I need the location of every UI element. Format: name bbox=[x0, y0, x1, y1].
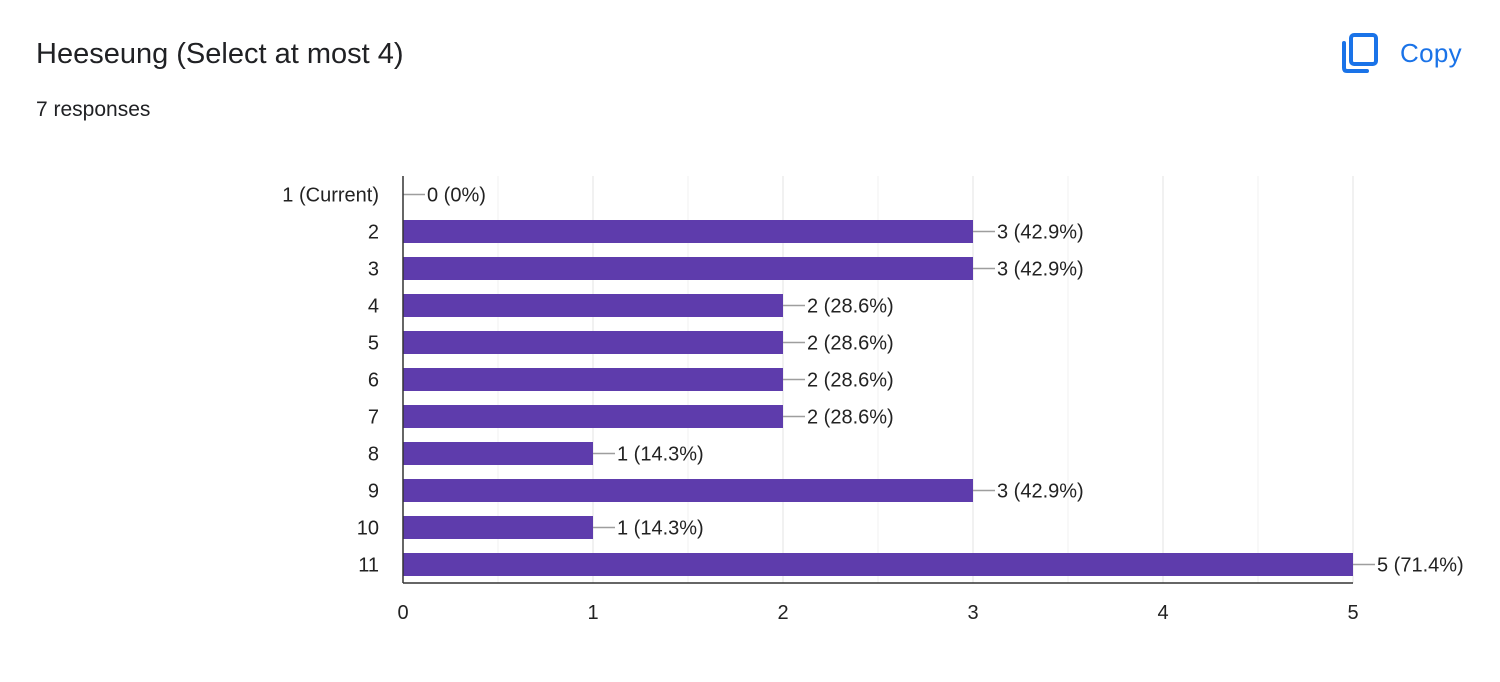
bar bbox=[403, 405, 783, 428]
response-count: 7 responses bbox=[36, 98, 151, 121]
category-label: 9 bbox=[368, 481, 379, 503]
category-label: 4 bbox=[368, 296, 379, 318]
category-label: 5 bbox=[368, 333, 379, 355]
bar bbox=[403, 516, 593, 539]
copy-button[interactable]: Copy bbox=[1330, 28, 1472, 78]
data-label: 3 (42.9%) bbox=[997, 259, 1084, 281]
bar bbox=[403, 479, 973, 502]
bar bbox=[403, 220, 973, 243]
data-label: 2 (28.6%) bbox=[807, 370, 894, 392]
copy-button-label: Copy bbox=[1400, 37, 1462, 68]
x-tick-label: 2 bbox=[777, 602, 788, 624]
x-tick-label: 3 bbox=[967, 602, 978, 624]
data-label: 2 (28.6%) bbox=[807, 296, 894, 318]
category-label: 1 (Current) bbox=[282, 185, 379, 207]
bar bbox=[403, 294, 783, 317]
bar bbox=[403, 257, 973, 280]
category-label: 10 bbox=[357, 518, 379, 540]
data-label: 1 (14.3%) bbox=[617, 518, 704, 540]
category-label: 6 bbox=[368, 370, 379, 392]
data-label: 1 (14.3%) bbox=[617, 444, 704, 466]
data-label: 2 (28.6%) bbox=[807, 333, 894, 355]
category-label: 2 bbox=[368, 222, 379, 244]
x-tick-label: 0 bbox=[397, 602, 408, 624]
category-label: 11 bbox=[358, 555, 379, 577]
category-label: 3 bbox=[368, 259, 379, 281]
data-label: 3 (42.9%) bbox=[997, 222, 1084, 244]
data-label: 3 (42.9%) bbox=[997, 481, 1084, 503]
x-tick-label: 4 bbox=[1157, 602, 1168, 624]
data-label: 5 (71.4%) bbox=[1377, 555, 1464, 577]
bar bbox=[403, 553, 1353, 576]
bar bbox=[403, 331, 783, 354]
bar bbox=[403, 368, 783, 391]
page-title: Heeseung (Select at most 4) bbox=[36, 38, 404, 70]
data-label: 2 (28.6%) bbox=[807, 407, 894, 429]
data-label: 0 (0%) bbox=[427, 185, 486, 207]
category-label: 7 bbox=[368, 407, 379, 429]
category-label: 8 bbox=[368, 444, 379, 466]
bar bbox=[403, 442, 593, 465]
x-tick-label: 1 bbox=[587, 602, 598, 624]
copy-icon bbox=[1342, 33, 1378, 73]
x-tick-label: 5 bbox=[1347, 602, 1358, 624]
